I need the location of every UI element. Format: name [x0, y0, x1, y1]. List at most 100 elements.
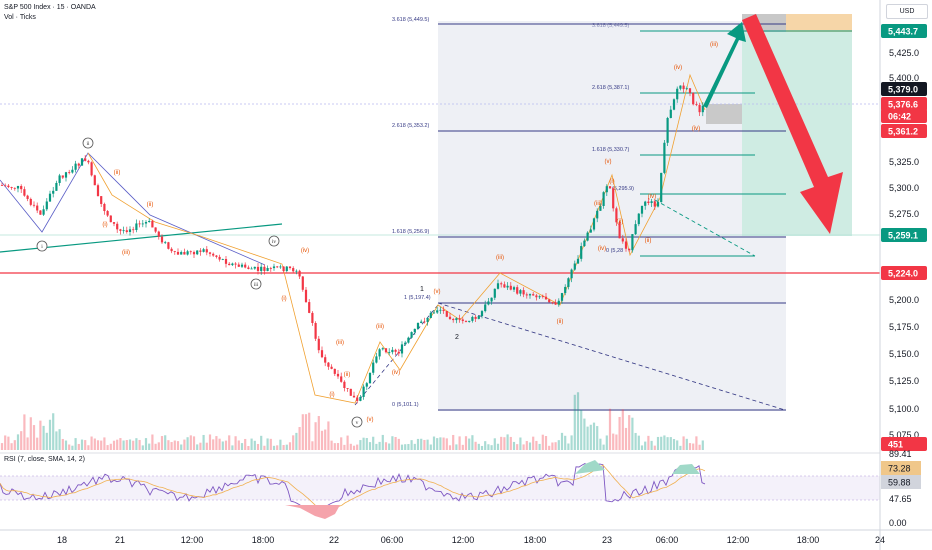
- candle-body: [548, 299, 551, 303]
- volume-bar: [282, 445, 285, 450]
- volume-bar: [660, 436, 663, 450]
- time-axis[interactable]: 18 21 12:00 18:00 22 06:00 12:00 18:00 23 06:00 12…: [57, 535, 885, 545]
- time-tick: 06:00: [656, 535, 679, 545]
- volume-bar: [340, 437, 343, 450]
- rsi-title[interactable]: RSI (7, close, SMA, 14, 2): [4, 456, 85, 463]
- rsi-sma-value-text: 59.88: [888, 478, 911, 488]
- volume-bar: [260, 435, 263, 450]
- volume-bar: [84, 440, 87, 450]
- candle-body: [343, 381, 346, 389]
- volume-bar: [42, 425, 45, 450]
- volume-bar: [388, 443, 391, 450]
- last-price-text: 5,376.6: [888, 100, 918, 110]
- candle-body: [68, 172, 71, 174]
- volume-bar: [384, 442, 388, 450]
- bearish-arrow[interactable]: [742, 14, 843, 234]
- fib-label: 2.618 (5,353.2): [392, 123, 429, 129]
- volume-bar: [330, 440, 333, 450]
- volume-bar: [52, 413, 55, 450]
- currency-button[interactable]: USD: [886, 4, 928, 19]
- volume-bar: [250, 438, 253, 450]
- candle-body: [458, 318, 461, 320]
- candle-body: [199, 250, 202, 252]
- candle-body: [669, 109, 672, 118]
- candle-body: [116, 223, 119, 230]
- candle-body: [372, 362, 375, 373]
- candle-body: [119, 229, 122, 231]
- volume-bar: [311, 441, 314, 450]
- candle-body: [410, 332, 413, 338]
- volume-bar: [29, 417, 32, 450]
- candle-body: [647, 201, 650, 203]
- volume-bar: [141, 445, 144, 450]
- candle-body: [250, 268, 253, 270]
- volume-bar: [509, 436, 512, 450]
- volume-bar: [375, 443, 378, 450]
- price-tick: 5,275.0: [889, 209, 919, 219]
- red-wave-label: (iv): [648, 194, 656, 200]
- fib-label: (5,295.9): [612, 186, 634, 192]
- rsi-overbought-fill-2: [672, 464, 700, 474]
- candle-body: [330, 366, 333, 369]
- red-wave-label: (ii): [557, 319, 564, 325]
- candle-body: [423, 321, 426, 323]
- candle-body: [653, 201, 656, 207]
- volume-bar: [164, 435, 167, 450]
- candle-body: [567, 278, 570, 287]
- volume-bar: [317, 416, 320, 450]
- candle-body: [356, 397, 359, 401]
- candle-body: [23, 189, 26, 196]
- countdown-badge: [881, 109, 927, 123]
- volume-bar: [573, 394, 576, 450]
- volume-bar: [407, 444, 410, 450]
- volume-bar: [580, 409, 583, 450]
- volume-bar: [58, 429, 61, 450]
- candle-body: [189, 251, 192, 253]
- symbol-title[interactable]: S&P 500 Index · 15 · OANDA: [4, 4, 96, 11]
- volume-bar: [276, 445, 279, 450]
- red-wave-label: (iii): [594, 201, 602, 207]
- candle-body: [77, 163, 80, 166]
- candle-body: [218, 256, 221, 260]
- fib-label: 1.618 (5,256.9): [392, 229, 429, 235]
- time-tick: 18:00: [252, 535, 275, 545]
- volume-bar: [535, 440, 538, 450]
- volume-bar: [653, 445, 656, 450]
- circled-wave-label: ii: [86, 141, 90, 147]
- candle-body: [378, 349, 381, 357]
- candle-body: [442, 309, 445, 312]
- candle-body: [509, 285, 512, 290]
- fib-lines[interactable]: [438, 23, 852, 411]
- volume-bar: [583, 418, 586, 450]
- candle-body: [317, 338, 320, 351]
- time-tick: 06:00: [381, 535, 404, 545]
- candle-body: [599, 205, 602, 211]
- candle-body: [276, 266, 279, 268]
- red-wave-label: (iii): [710, 42, 718, 48]
- volume-title[interactable]: Vol · Ticks: [4, 14, 36, 21]
- candle-body: [285, 266, 288, 272]
- candle-body: [61, 175, 64, 178]
- candles[interactable]: [0, 82, 704, 404]
- candle-body: [141, 223, 144, 225]
- candle-body: [215, 255, 218, 257]
- candle-body: [698, 105, 701, 113]
- candle-body: [352, 395, 356, 398]
- volume-bar: [7, 436, 10, 450]
- volume-bar: [26, 437, 29, 450]
- volume-bar: [157, 442, 160, 450]
- price-axis[interactable]: 5,425.0 5,400.0 5,325.0 5,300.0 5,275.0 5,200…: [889, 48, 919, 440]
- candle-body: [272, 266, 276, 269]
- candle-body: [554, 302, 557, 305]
- candle-body: [176, 251, 180, 255]
- volume-bar: [128, 439, 132, 450]
- bullish-arrow[interactable]: [703, 22, 746, 108]
- volume-bar: [74, 438, 77, 450]
- volume-bar: [400, 444, 404, 450]
- candle-body: [295, 270, 298, 272]
- volume-bar: [608, 408, 612, 450]
- volume-bar: [16, 434, 20, 450]
- volume-bar: [100, 440, 103, 450]
- candle-body: [586, 232, 589, 241]
